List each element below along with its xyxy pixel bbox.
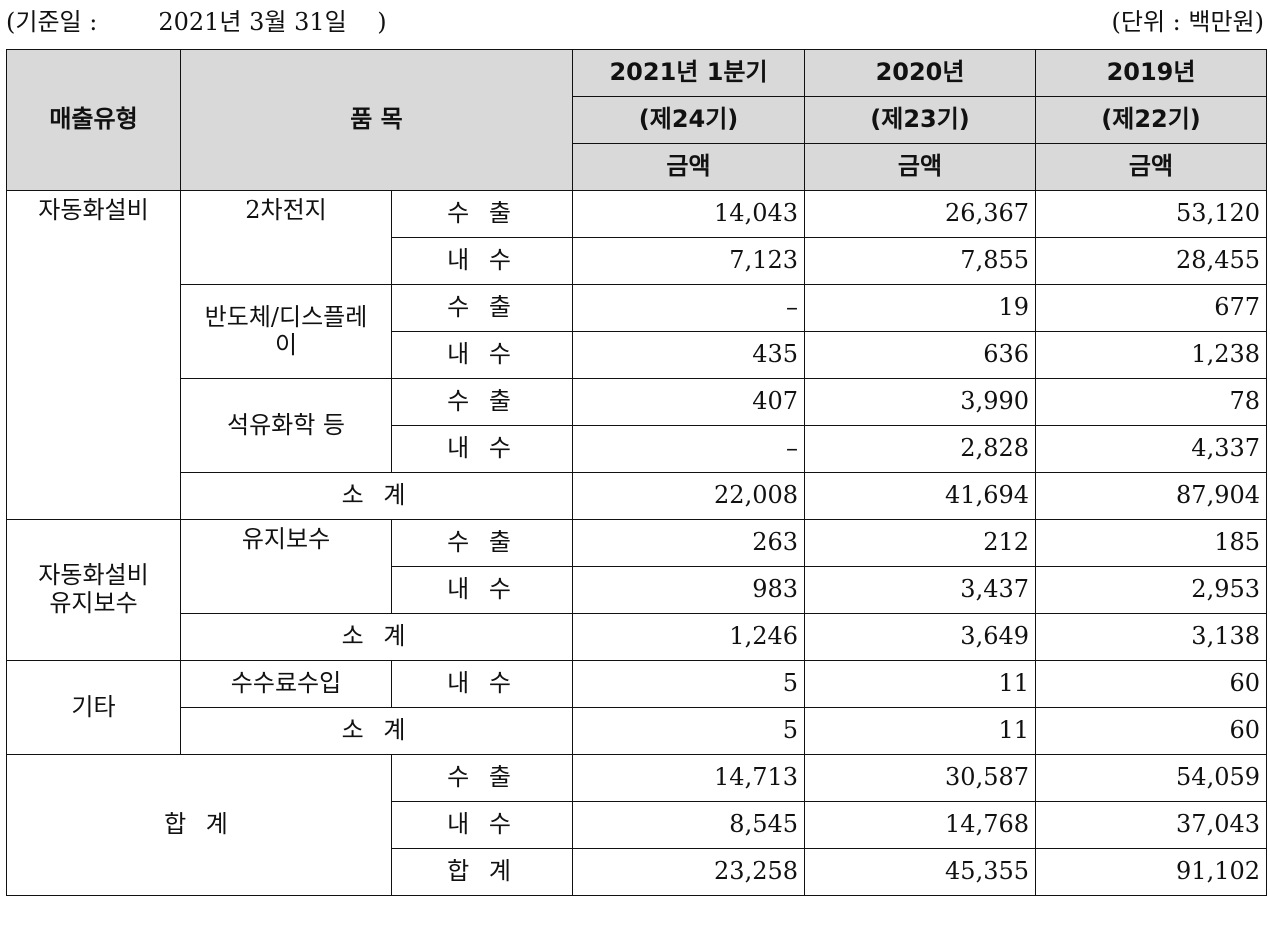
amount-cell: 677 [1035, 284, 1268, 332]
subtotal-row: 소 계 5 11 60 [7, 707, 1268, 755]
subtotal-label: 소 계 [179, 472, 574, 520]
amount-cell: 8,545 [572, 801, 806, 849]
header-period-year: 2021년 1분기 [572, 49, 806, 97]
amount-cell: 60 [1035, 660, 1268, 708]
unit-label: (단위 : 백만원) [1111, 8, 1264, 36]
amount-cell: 4,337 [1035, 425, 1268, 473]
amount-cell: 91,102 [1035, 848, 1268, 896]
sales-type-cell: 자동화설비 [6, 190, 181, 520]
kind-cell: 내 수 [390, 237, 574, 285]
amount-cell: 28,455 [1035, 237, 1268, 285]
amount-cell: 263 [572, 519, 806, 567]
amount-cell: 60 [1035, 707, 1268, 755]
amount-cell: 22,008 [572, 472, 806, 520]
header-period-term: (제22기) [1035, 96, 1268, 144]
header-period-term: (제23기) [804, 96, 1037, 144]
amount-cell: 3,990 [804, 378, 1037, 426]
amount-cell: 5 [572, 707, 806, 755]
amount-cell: 14,713 [572, 754, 806, 802]
header-amount: 금액 [1035, 143, 1268, 191]
amount-cell: 45,355 [804, 848, 1037, 896]
amount-cell: 30,587 [804, 754, 1037, 802]
kind-cell: 내 수 [390, 425, 574, 473]
sales-type-cell: 기타 [6, 660, 181, 755]
amount-cell: 7,855 [804, 237, 1037, 285]
table-row: 반도체/디스플레이 수 출 – 19 677 [7, 284, 1268, 379]
table-row: 자동화설비 유지보수 유지보수 수 출 263 212 185 [6, 519, 1268, 661]
amount-cell: 5 [572, 660, 806, 708]
header-amount: 금액 [572, 143, 806, 191]
amount-cell: 407 [572, 378, 806, 426]
item-cell: 수수료수입 [180, 660, 392, 708]
amount-cell: 11 [804, 660, 1037, 708]
header-item: 품 목 [179, 49, 574, 191]
table-row: 내 수 – 2,828 4,337 [7, 425, 1268, 473]
kind-cell: 내 수 [390, 801, 574, 849]
total-row: 내 수 8,545 14,768 37,043 [7, 801, 1268, 849]
amount-cell: 41,694 [804, 472, 1037, 520]
amount-cell: 185 [1035, 519, 1268, 567]
subtotal-row: 소 계 1,246 3,649 3,138 [7, 613, 1268, 661]
amount-cell: 2,828 [804, 425, 1037, 473]
header-sales-type: 매출유형 [6, 49, 181, 191]
sales-table: 매출유형 품 목 2021년 1분기 2020년 2019년 (제24기) (제… [6, 49, 1268, 896]
amount-cell: 3,138 [1035, 613, 1268, 661]
header-period-year: 2020년 [804, 49, 1037, 97]
amount-cell: 3,649 [804, 613, 1037, 661]
header-amount: 금액 [804, 143, 1037, 191]
subtotal-label: 소 계 [179, 613, 574, 661]
amount-cell: 435 [572, 331, 806, 379]
kind-cell: 내 수 [390, 566, 574, 614]
header-period-year: 2019년 [1035, 49, 1268, 97]
amount-cell: 11 [804, 707, 1037, 755]
kind-cell: 수 출 [390, 190, 574, 238]
amount-cell: 26,367 [804, 190, 1037, 238]
kind-cell: 내 수 [390, 660, 574, 708]
item-cell: 유지보수 [180, 519, 392, 614]
kind-cell: 수 출 [390, 378, 574, 426]
table-row: 자동화설비 2차전지 수 출 14,043 26,367 53,120 [6, 190, 1268, 520]
amount-cell: 54,059 [1035, 754, 1268, 802]
item-cell: 2차전지 [180, 190, 392, 285]
amount-cell: 2,953 [1035, 566, 1268, 614]
amount-cell: 37,043 [1035, 801, 1268, 849]
base-date: (기준일 : 2021년 3월 31일 ) [6, 8, 387, 36]
total-label: 합 계 [6, 754, 392, 896]
report-header: (기준일 : 2021년 3월 31일 ) (단위 : 백만원) [0, 0, 1270, 40]
amount-cell: – [572, 425, 806, 473]
subtotal-row: 소 계 22,008 41,694 87,904 [7, 472, 1268, 520]
amount-cell: 7,123 [572, 237, 806, 285]
amount-cell: – [572, 284, 806, 332]
kind-cell: 수 출 [390, 519, 574, 567]
item-cell: 반도체/디스플레이 [180, 284, 392, 379]
amount-cell: 983 [572, 566, 806, 614]
amount-cell: 78 [1035, 378, 1268, 426]
amount-cell: 212 [804, 519, 1037, 567]
kind-cell: 수 출 [390, 284, 574, 332]
amount-cell: 3,437 [804, 566, 1037, 614]
amount-cell: 53,120 [1035, 190, 1268, 238]
amount-cell: 1,246 [572, 613, 806, 661]
table-row: 기타 수수료수입 내 수 5 11 60 [6, 660, 1268, 755]
amount-cell: 14,043 [572, 190, 806, 238]
subtotal-label: 소 계 [179, 707, 574, 755]
header-period-term: (제24기) [572, 96, 806, 144]
amount-cell: 14,768 [804, 801, 1037, 849]
amount-cell: 87,904 [1035, 472, 1268, 520]
amount-cell: 636 [804, 331, 1037, 379]
total-row: 합 계 23,258 45,355 91,102 [7, 848, 1268, 896]
amount-cell: 23,258 [572, 848, 806, 896]
amount-cell: 19 [804, 284, 1037, 332]
kind-cell: 수 출 [390, 754, 574, 802]
kind-cell: 합 계 [390, 848, 574, 896]
table-row: 석유화학 등 수 출 407 3,990 78 [7, 378, 1268, 473]
total-row: 합 계 수 출 14,713 30,587 54,059 [6, 754, 1268, 896]
amount-cell: 1,238 [1035, 331, 1268, 379]
item-cell: 석유화학 등 [180, 378, 392, 473]
sales-type-cell: 자동화설비 유지보수 [6, 519, 181, 661]
kind-cell: 내 수 [390, 331, 574, 379]
